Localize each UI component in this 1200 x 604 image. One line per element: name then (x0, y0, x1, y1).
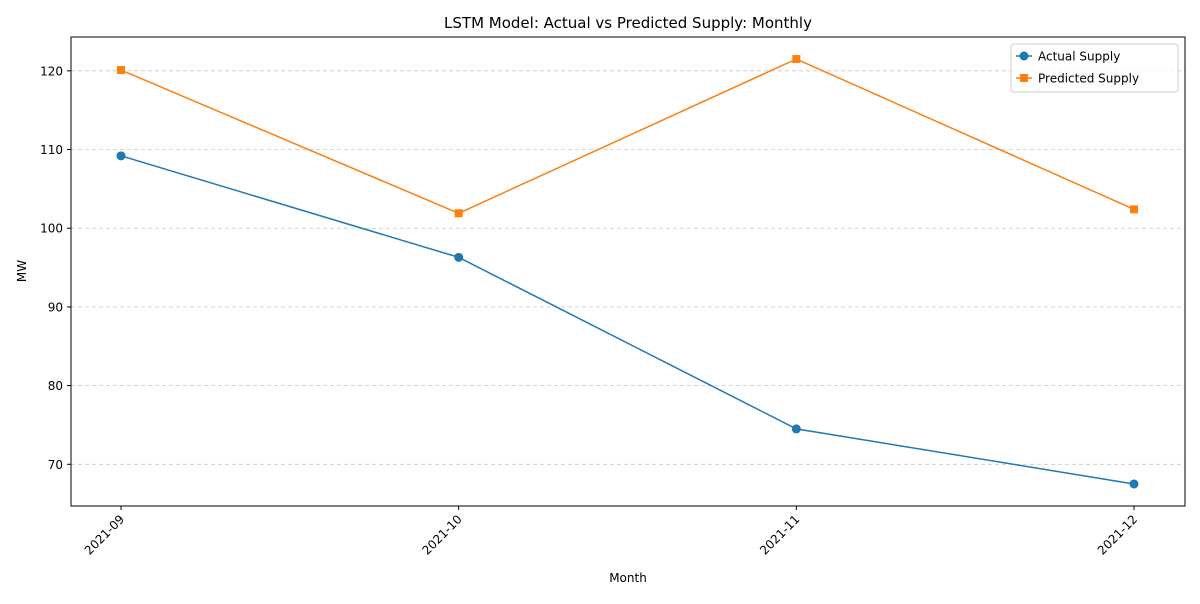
series-line (120, 58, 1135, 215)
series-predicted-supply (117, 55, 1138, 218)
x-axis-label: Month (609, 571, 647, 585)
data-point-circle (791, 424, 801, 434)
y-tick-label: 120 (40, 64, 63, 78)
plot-area-frame (70, 36, 1186, 507)
legend-label-actual: Actual Supply (1038, 50, 1120, 64)
data-point-circle (454, 252, 464, 262)
legend-actual-marker (1019, 51, 1029, 61)
legend-predicted-marker (1020, 74, 1028, 82)
y-tick-label: 70 (48, 458, 63, 472)
data-point-square (792, 55, 801, 64)
y-tick-label: 110 (40, 143, 63, 157)
y-tick-label: 100 (40, 222, 63, 236)
data-point-square (1130, 205, 1138, 214)
legend-box (1010, 43, 1179, 93)
data-point-square (117, 66, 125, 75)
series-actual-supply (116, 151, 1139, 489)
chart-title: LSTM Model: Actual vs Predicted Supply: … (444, 14, 812, 32)
series-line (120, 155, 1135, 485)
data-point-circle (1129, 479, 1139, 489)
grid-lines (71, 70, 1185, 465)
data-series (116, 55, 1139, 489)
y-tick-label: 90 (48, 300, 63, 314)
data-point-circle (116, 151, 126, 161)
y-tick-label: 80 (48, 379, 63, 393)
y-axis-label: MW (15, 260, 29, 282)
legend-label-predicted: Predicted Supply (1038, 72, 1139, 86)
legend: Actual Supply Predicted Supply (1010, 43, 1179, 93)
y-axis-ticks: 70 80 90 100 110 120 (40, 64, 71, 472)
data-point-square (454, 209, 463, 218)
